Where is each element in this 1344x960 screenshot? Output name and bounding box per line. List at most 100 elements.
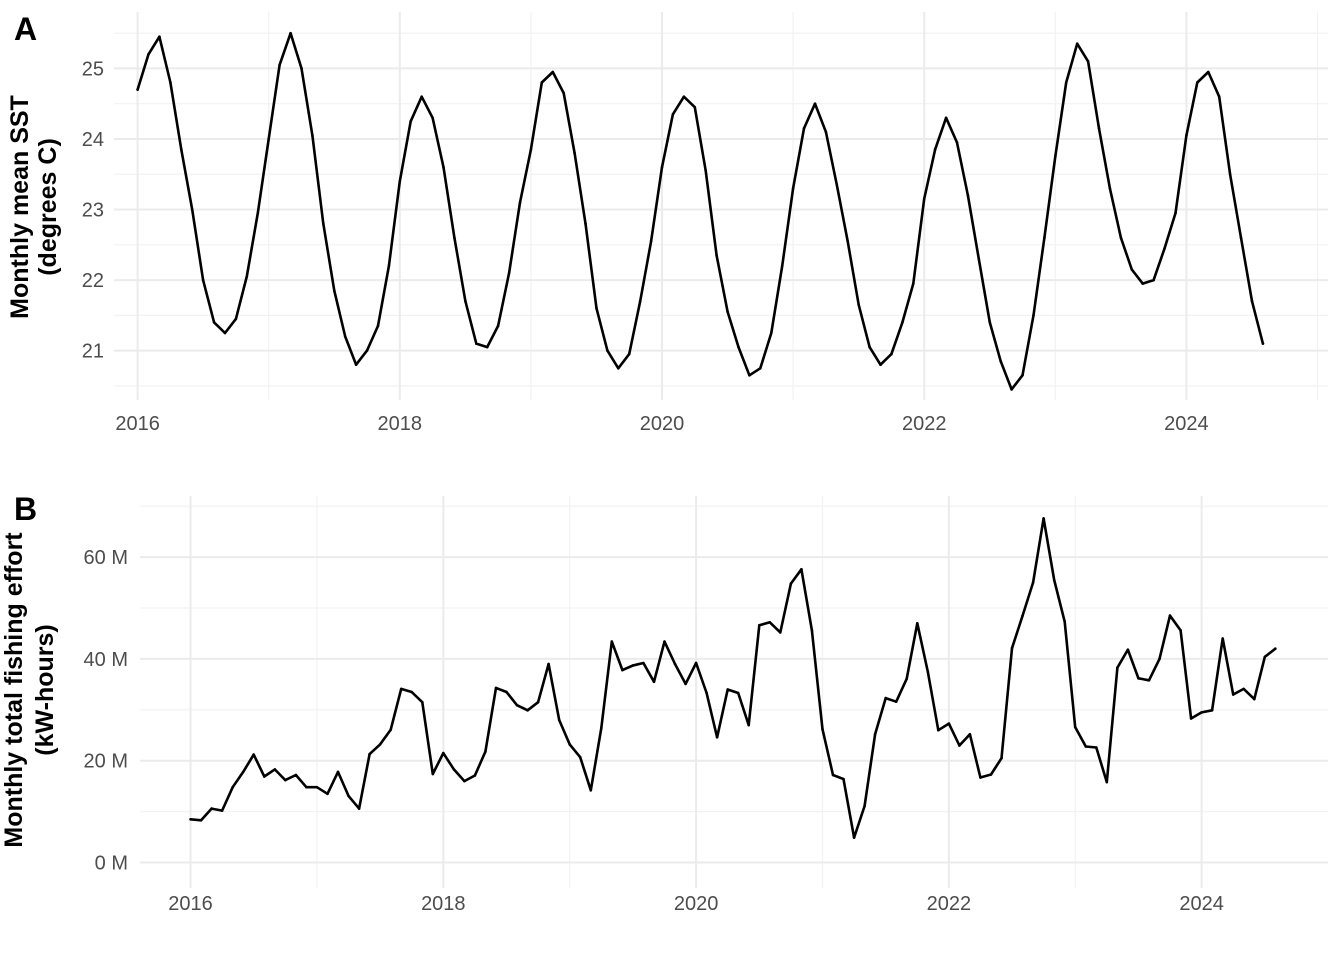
- data-point: [627, 352, 631, 356]
- data-point: [1200, 711, 1203, 714]
- data-point: [955, 141, 959, 144]
- data-point: [649, 240, 653, 243]
- data-point: [294, 773, 298, 777]
- x-tick-label: 2024: [1164, 413, 1209, 435]
- data-point: [354, 363, 358, 367]
- data-point: [357, 807, 361, 810]
- data-point: [485, 345, 489, 349]
- data-point: [1105, 780, 1109, 784]
- x-tick-label: 2024: [1179, 893, 1224, 915]
- y-tick-label: 60 M: [84, 547, 128, 569]
- data-point: [252, 753, 255, 756]
- data-point: [1185, 134, 1188, 137]
- data-point: [473, 774, 477, 777]
- data-point: [890, 352, 893, 356]
- data-point: [894, 700, 898, 703]
- data-point: [464, 299, 467, 303]
- y-tick-label: 0 M: [95, 853, 128, 875]
- data-point: [158, 35, 161, 38]
- data-point: [1084, 745, 1088, 748]
- data-point: [759, 367, 762, 370]
- data-point: [452, 768, 456, 771]
- x-tick-label: 2016: [168, 893, 213, 915]
- data-point: [912, 282, 915, 285]
- data-point: [234, 317, 238, 321]
- data-point: [1126, 648, 1130, 651]
- data-point: [933, 148, 937, 151]
- data-point: [947, 722, 951, 725]
- data-point: [802, 127, 806, 130]
- data-point: [758, 624, 761, 627]
- data-point: [505, 690, 508, 694]
- data-point: [557, 718, 561, 722]
- fishing-effort-panel: 2016 2018 2020 2022 2024 0 M 20 M 40 M 60 M Month…: [0, 491, 1328, 915]
- data-point: [704, 169, 707, 172]
- x-tick-label: 2018: [378, 413, 423, 435]
- y-tick-label: 23: [82, 200, 104, 222]
- data-point: [682, 95, 686, 98]
- data-point: [905, 677, 908, 681]
- data-point: [322, 222, 325, 225]
- data-point: [1137, 677, 1140, 680]
- data-point: [873, 733, 877, 736]
- data-point: [770, 331, 773, 335]
- data-point: [180, 148, 183, 151]
- data-point: [410, 690, 414, 694]
- data-point: [273, 768, 277, 771]
- data-point: [922, 197, 926, 201]
- data-point: [1196, 81, 1199, 84]
- data-point: [989, 773, 993, 776]
- data-point: [573, 151, 576, 155]
- data-point: [484, 750, 487, 753]
- data-point: [365, 349, 369, 352]
- data-point: [1108, 187, 1112, 190]
- data-point: [1031, 581, 1035, 584]
- data-point: [617, 367, 620, 370]
- data-point: [821, 727, 824, 731]
- y-tick-label: 20 M: [84, 751, 128, 773]
- data-point: [979, 776, 982, 779]
- data-point: [1000, 756, 1003, 760]
- data-point: [671, 113, 675, 116]
- data-point: [988, 321, 992, 324]
- data-point: [420, 95, 424, 98]
- data-point: [212, 321, 216, 324]
- data-point: [610, 640, 614, 643]
- y-axis-title: (kW-hours): [31, 624, 59, 755]
- data-point: [263, 775, 266, 778]
- data-point: [1010, 388, 1013, 391]
- data-point: [311, 134, 314, 137]
- data-point: [736, 691, 740, 695]
- series-points: [189, 517, 1277, 839]
- data-point: [824, 130, 828, 134]
- data-point: [857, 303, 860, 307]
- data-point: [136, 88, 139, 91]
- data-point: [660, 165, 664, 169]
- grid-lines: [114, 12, 1328, 400]
- data-point: [1274, 647, 1277, 650]
- data-point: [378, 743, 382, 746]
- data-point: [333, 289, 336, 293]
- data-point: [589, 789, 593, 792]
- data-point: [1207, 70, 1210, 74]
- y-axis-title: (degrees C): [34, 138, 62, 276]
- data-point: [879, 363, 882, 367]
- data-point: [210, 807, 213, 810]
- data-point: [600, 726, 603, 730]
- data-point: [944, 116, 948, 120]
- data-point: [463, 779, 466, 783]
- data-point: [726, 310, 729, 314]
- data-point: [1231, 693, 1235, 696]
- data-point: [409, 120, 413, 123]
- data-point: [958, 744, 961, 747]
- data-point: [1189, 717, 1193, 720]
- data-point: [1221, 637, 1224, 640]
- data-point: [780, 264, 784, 268]
- data-point: [606, 349, 609, 352]
- data-point: [231, 785, 234, 789]
- data-point: [398, 180, 402, 183]
- data-point: [1261, 342, 1265, 345]
- data-point: [968, 733, 972, 736]
- data-point: [267, 137, 271, 141]
- data-point: [789, 582, 793, 585]
